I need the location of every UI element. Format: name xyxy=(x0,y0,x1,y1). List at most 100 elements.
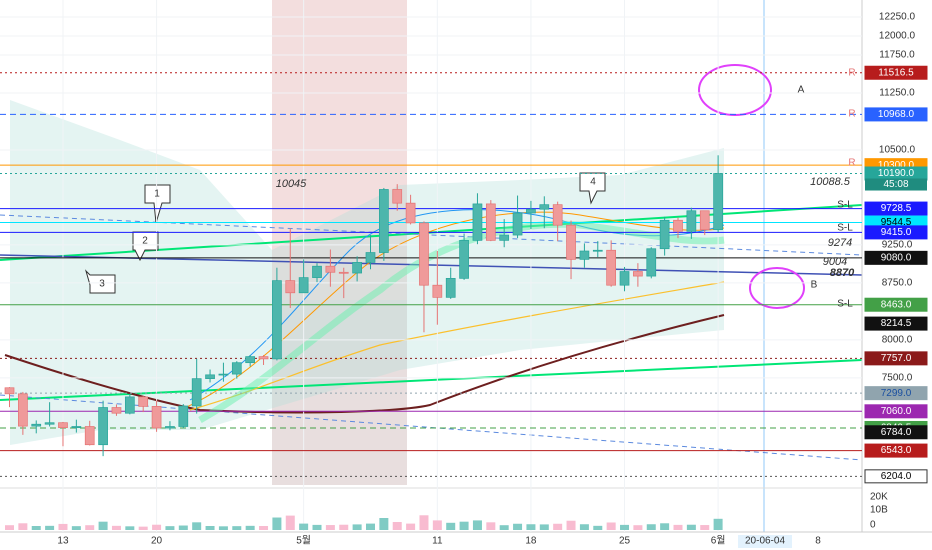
candle-body xyxy=(459,240,469,279)
countdown: 45:08 xyxy=(883,179,908,190)
price-tag xyxy=(864,443,928,458)
candle-body xyxy=(44,422,55,425)
price-tag-label: 7757.0 xyxy=(881,353,912,364)
candle-body xyxy=(472,203,483,241)
price-tag xyxy=(864,297,928,312)
volume-bar xyxy=(365,523,375,530)
y-tick-label: 8000.0 xyxy=(882,335,913,346)
annotation: 8870 xyxy=(830,267,855,279)
annotation: 10045 xyxy=(276,178,307,190)
x-tick-label: 20 xyxy=(151,536,163,547)
volume-bar xyxy=(606,522,616,530)
volume-bar xyxy=(713,518,723,530)
volume-bar xyxy=(660,523,670,530)
volume-bar xyxy=(513,523,523,530)
candle-body xyxy=(552,204,563,226)
x-tick-label: 8 xyxy=(815,536,821,547)
candle-body xyxy=(285,280,296,294)
x-tick-label: 13 xyxy=(57,536,69,547)
volume-bar xyxy=(111,525,121,530)
volume-bar xyxy=(486,522,496,530)
volume-bar xyxy=(58,523,68,530)
price-tag-label: 8463.0 xyxy=(881,299,912,310)
callout xyxy=(144,184,171,224)
volume-bar xyxy=(125,526,135,530)
volume-bar xyxy=(218,526,228,530)
volume-bar xyxy=(673,524,683,530)
candle-body xyxy=(165,426,175,429)
volume-bar xyxy=(205,526,215,530)
volume-bar xyxy=(472,520,482,530)
candle-body xyxy=(405,202,416,224)
volume-bar xyxy=(312,524,322,530)
y-tick-label: 11750.0 xyxy=(879,50,915,61)
volume-bar xyxy=(138,526,148,530)
annotation: R xyxy=(848,68,855,79)
volume-bar xyxy=(646,524,656,530)
price-tag-label: 6784.0 xyxy=(881,427,912,438)
annotation: 4 xyxy=(590,177,596,188)
candle-body xyxy=(218,373,229,376)
volume-bar xyxy=(539,524,549,530)
volume-bar xyxy=(352,524,362,530)
candle-body xyxy=(485,203,496,241)
highlight-shade xyxy=(272,300,407,485)
y-tick-label: 12000.0 xyxy=(879,31,916,42)
annotation: S-L xyxy=(837,200,853,211)
volume-bar xyxy=(392,522,402,530)
annotation: S-L xyxy=(837,299,853,310)
price-tag-label: 10300.0 xyxy=(878,160,915,171)
volume-bar xyxy=(432,520,442,530)
volume-bar xyxy=(419,515,429,530)
volume-bar xyxy=(245,525,255,530)
candle-body xyxy=(272,280,282,360)
candle-body xyxy=(379,189,389,253)
candle-body xyxy=(392,189,403,204)
volume-bar xyxy=(526,524,536,530)
candle-body xyxy=(31,423,42,427)
candle-body xyxy=(71,426,82,428)
annotation: 2 xyxy=(142,236,148,247)
volume-bar xyxy=(633,525,643,530)
candle-body xyxy=(18,393,28,427)
annotation: 9274 xyxy=(828,237,852,249)
volume-bar xyxy=(339,524,349,530)
price-tag-label: 7060.0 xyxy=(881,406,912,417)
x-tick-label: 11 xyxy=(432,536,443,547)
volume-bar xyxy=(406,523,416,530)
volume-bar xyxy=(686,524,696,530)
volume-bar xyxy=(566,520,576,530)
candle-body xyxy=(673,219,683,232)
volume-bar xyxy=(98,521,108,530)
price-tag xyxy=(864,425,928,440)
y-tick-label: 10500.0 xyxy=(879,145,916,156)
price-tag-label: 10968.0 xyxy=(878,109,915,120)
price-tag xyxy=(864,316,928,331)
annotation: A xyxy=(798,85,805,96)
volume-bar xyxy=(259,526,269,530)
candle-body xyxy=(699,210,710,231)
price-tag-label: 9544.5 xyxy=(881,217,912,228)
price-tag-label: 7299.0 xyxy=(881,388,912,399)
annotation: 3 xyxy=(99,279,105,290)
y-tick-label: 8750.0 xyxy=(882,278,913,289)
volume-bar xyxy=(5,525,14,530)
cloud xyxy=(10,100,724,445)
crosshair-tag xyxy=(738,535,792,548)
price-tag-label: 8214.5 xyxy=(881,318,912,329)
price-tag-label: 9728.5 xyxy=(881,203,912,214)
moving-average xyxy=(189,281,725,411)
candle-body xyxy=(352,262,362,274)
y-tick-label: 11250.0 xyxy=(879,88,915,99)
volume-bar xyxy=(18,523,28,530)
x-tick-label: 18 xyxy=(525,536,537,547)
price-tag xyxy=(864,250,928,265)
candle-body xyxy=(526,208,536,214)
volume-bar xyxy=(459,521,469,530)
volume-bar xyxy=(85,525,95,530)
candle-body xyxy=(312,265,322,278)
candle-body xyxy=(579,250,590,260)
candle-body xyxy=(713,173,723,231)
x-tick-label: 6월 xyxy=(711,535,726,547)
